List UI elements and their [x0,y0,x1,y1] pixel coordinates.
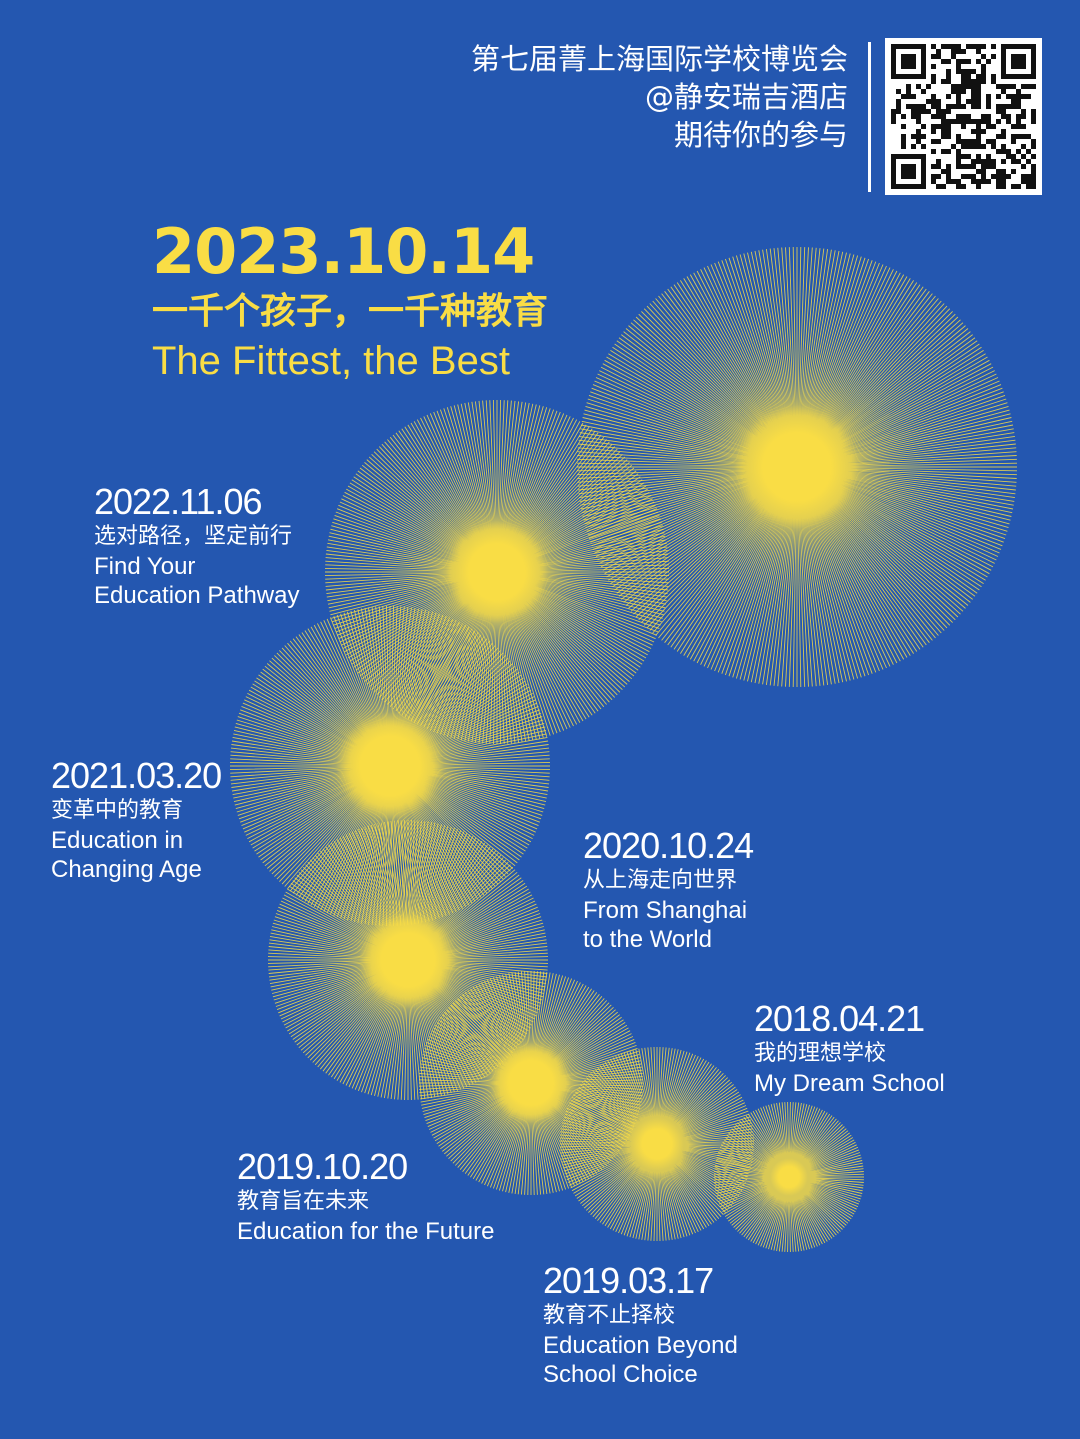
qr-code-icon[interactable] [885,38,1042,195]
milestone-title-zh: 选对路径，坚定前行 [94,524,293,549]
hero-date: 2023.10.14 [152,215,535,288]
hero-title-zh: 一千个孩子，一千种教育 [152,291,549,332]
starburst [267,819,549,1101]
milestone-title-en: My Dream School [754,1070,945,1097]
milestone-title-en: Education for the Future [237,1218,495,1245]
milestone-2018: 2018.04.21 我的理想学校 My Dream School [754,999,945,1098]
starburst [559,1046,755,1242]
event-name: 第七届菁上海国际学校博览会 [470,42,848,76]
milestone-title-en: School Choice [543,1361,698,1388]
milestone-title-en: Education Pathway [94,582,300,609]
milestone-2019-03: 2019.03.17 教育不止择校 Education Beyond Schoo… [543,1261,738,1389]
milestone-date: 2019.03.17 [543,1260,714,1301]
milestone-title-zh: 从上海走向世界 [583,868,738,893]
sun-core [770,1158,808,1196]
event-info: 第七届菁上海国际学校博览会 @静安瑞吉酒店 期待你的参与 [471,40,848,154]
event-venue: @静安瑞吉酒店 [644,80,848,114]
milestone-title-en: to the World [583,926,712,953]
sun-core [445,520,549,624]
milestone-date: 2022.11.06 [94,481,263,522]
hero: 2023.10.14 一千个孩子，一千种教育 The Fittest, the … [152,218,548,386]
sun-core [734,404,860,530]
starburst [324,399,670,745]
milestone-title-zh: 教育旨在未来 [237,1189,370,1214]
milestone-2019-10: 2019.10.20 教育旨在未来 Education for the Futu… [237,1147,494,1246]
sun-core [630,1117,684,1171]
starburst [714,1101,864,1253]
milestone-date: 2019.10.20 [237,1146,408,1187]
milestone-2022: 2022.11.06 选对路径，坚定前行 Find Your Education… [94,482,299,610]
sun-core [490,1042,572,1124]
starburst [418,970,644,1196]
sun-core [359,911,457,1009]
milestone-title-en: Find Your [94,553,196,580]
milestone-2021: 2021.03.20 变革中的教育 Education in Changing … [51,755,222,884]
hero-title-en: The Fittest, the Best [152,339,510,383]
starburst [576,246,1018,688]
sun-core [336,712,444,820]
milestone-title-en: Education Beyond [543,1332,738,1359]
event-invite: 期待你的参与 [673,118,848,152]
milestone-date: 2021.03.20 [51,755,222,796]
milestone-title-en: From Shanghai [583,897,748,924]
milestone-title-zh: 教育不止择校 [543,1303,676,1328]
milestone-title-en: Changing Age [51,856,202,883]
milestone-title-en: Education in [51,827,184,854]
milestone-title-zh: 变革中的教育 [51,798,184,823]
milestone-title-zh: 我的理想学校 [754,1041,887,1066]
milestone-date: 2020.10.24 [583,825,754,866]
milestone-2020: 2020.10.24 从上海走向世界 From Shanghai to the … [583,825,754,954]
milestone-date: 2018.04.21 [754,998,925,1039]
divider [868,42,871,192]
starburst [229,605,551,927]
